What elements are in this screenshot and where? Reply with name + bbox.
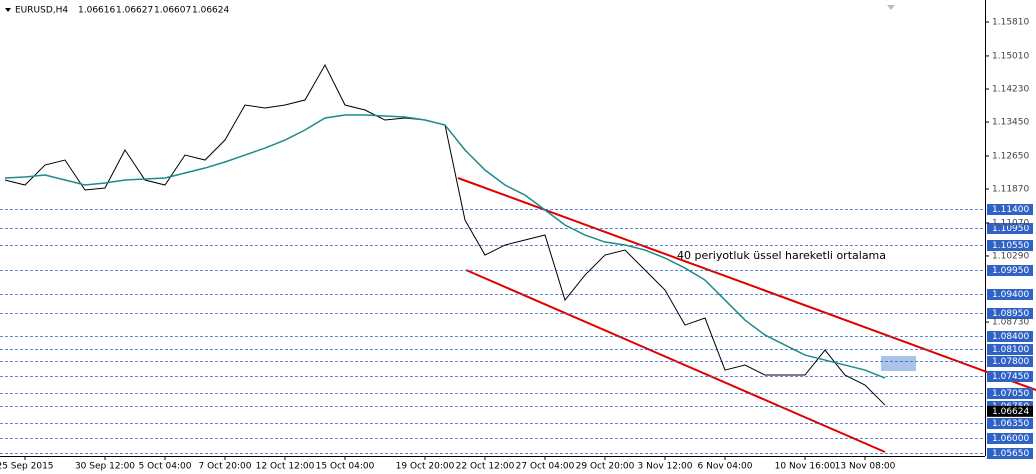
y-tick-label: 1.11870: [992, 185, 1029, 195]
channel-lower: [465, 269, 886, 453]
x-tick-label: 7 Oct 20:00: [199, 462, 252, 472]
x-tick-label: 15 Oct 04:00: [316, 462, 375, 472]
level-label: 1.08100: [992, 345, 1029, 355]
level-box: [987, 418, 1033, 429]
x-tick-label: 3 Nov 12:00: [638, 462, 693, 472]
x-tick-label: 29 Oct 20:00: [576, 462, 635, 472]
current-price-box: [987, 405, 1033, 417]
level-box: [987, 371, 1033, 382]
menu-arrow[interactable]: [5, 8, 11, 12]
low: 1.06607: [154, 6, 191, 16]
x-tick-label: 25 Sep 2015: [0, 462, 54, 472]
y-tick-label: 1.14230: [992, 84, 1029, 94]
level-label: 1.10550: [992, 241, 1029, 251]
level-label: 1.05650: [992, 449, 1029, 459]
level-box: [987, 448, 1033, 459]
moving-average: [4, 114, 886, 379]
x-tick-label: 22 Oct 12:00: [456, 462, 515, 472]
level-box: [987, 289, 1033, 300]
level-box: [987, 331, 1033, 342]
channel-upper: [457, 177, 1036, 391]
x-tick-label: 19 Oct 20:00: [396, 462, 455, 472]
x-tick-label: 27 Oct 04:00: [516, 462, 575, 472]
level-label: 1.09400: [992, 290, 1029, 300]
level-box: [987, 223, 1033, 234]
level-label: 1.07050: [992, 389, 1029, 399]
y-tick-label: 1.15810: [992, 18, 1029, 28]
level-box: [987, 240, 1033, 251]
open: 1.06616: [78, 6, 115, 16]
x-tick-label: 10 Nov 16:00: [775, 462, 836, 472]
level-label: 1.06000: [992, 434, 1029, 444]
x-tick-label: 5 Oct 04:00: [139, 462, 192, 472]
level-box: [987, 308, 1033, 319]
level-label: 1.11400: [992, 205, 1029, 215]
level-label: 1.08950: [992, 309, 1029, 319]
panel-arrow[interactable]: [887, 5, 895, 10]
x-tick-label: 13 Nov 08:00: [835, 462, 896, 472]
symbol: EURUSD,H4: [15, 6, 68, 16]
current-price-label: 1.06624: [992, 407, 1029, 417]
level-box: [987, 204, 1033, 215]
level-label: 1.09950: [992, 266, 1029, 276]
level-box: [987, 388, 1033, 399]
y-tick-label: 1.08730: [992, 318, 1029, 328]
level-box: [987, 265, 1033, 276]
level-label: 1.06350: [992, 419, 1029, 429]
level-label: 1.08400: [992, 332, 1029, 342]
level-box: [987, 344, 1033, 355]
x-tick-label: 30 Sep 12:00: [75, 462, 135, 472]
close: 1.06624: [192, 6, 229, 16]
target-zone: [881, 356, 916, 371]
annotation: 40 periyotluk üssel hareketli ortalama: [677, 249, 886, 262]
level-label: 1.10950: [992, 224, 1029, 234]
level-box: [987, 356, 1033, 367]
y-tick-label: 1.11070: [992, 218, 1029, 228]
level-label: 1.07450: [992, 372, 1029, 382]
y-tick-label: 1.15010: [992, 51, 1029, 61]
level-label: 1.07800: [992, 357, 1029, 367]
y-tick-label: 1.12650: [992, 151, 1029, 161]
x-tick-label: 6 Nov 04:00: [698, 462, 753, 472]
high: 1.06627: [116, 6, 153, 16]
level-box: [987, 433, 1033, 444]
y-tick-label: 1.10290: [992, 251, 1029, 261]
y-tick-label: 1.13450: [992, 118, 1029, 128]
x-tick-label: 12 Oct 12:00: [256, 462, 315, 472]
